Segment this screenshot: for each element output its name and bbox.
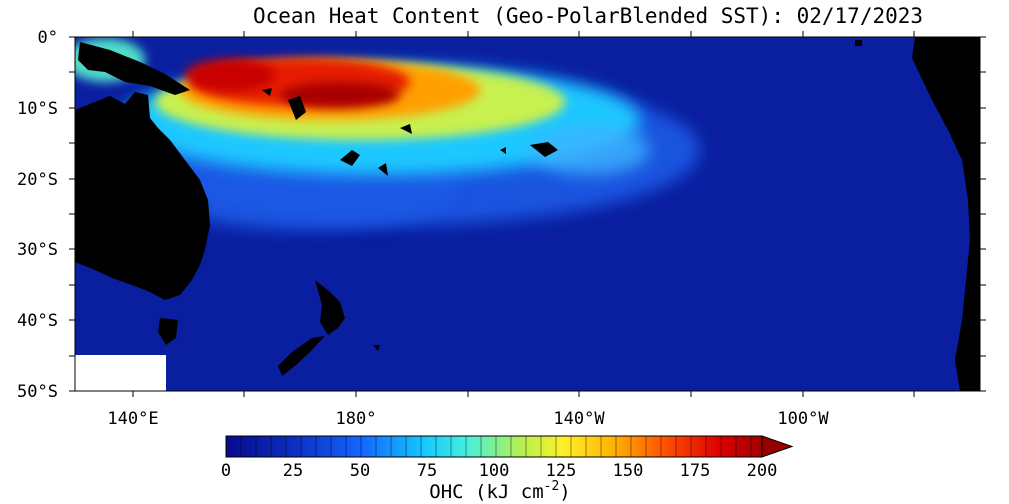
units-text: OHC (kJ cm [429, 481, 543, 503]
lon-label: 180° [336, 409, 377, 429]
colorbar-tick-label: 200 [747, 461, 778, 481]
colorbar [225, 435, 794, 458]
tasmania [158, 318, 178, 345]
colorbar-tick-label: 100 [479, 461, 510, 481]
colorbar-tick-label: 25 [283, 461, 303, 481]
lat-label: 10°S [17, 99, 58, 119]
colorbar-overflow-arrow [761, 435, 794, 458]
lat-label: 30°S [17, 240, 58, 260]
new-zealand-north [315, 280, 345, 335]
colorbar-tick-label: 50 [350, 461, 370, 481]
units-close: ) [559, 481, 570, 503]
units-exponent: -2 [544, 479, 560, 494]
lat-label: 0° [38, 28, 58, 48]
new-guinea [78, 42, 190, 95]
latitude-axis [69, 36, 986, 392]
map-area [75, 37, 980, 391]
south-america-landmass [912, 37, 980, 391]
no-data-region [75, 355, 166, 391]
map-title: Ocean Heat Content (Geo-PolarBlended SST… [253, 4, 923, 28]
colorbar-tick-label: 175 [680, 461, 711, 481]
lat-label: 50°S [17, 382, 58, 402]
lat-label: 40°S [17, 311, 58, 331]
lat-label: 20°S [17, 170, 58, 190]
lon-label: 140°E [107, 409, 158, 429]
pacific-islands [262, 40, 862, 351]
colorbar-tick-label: 0 [221, 461, 231, 481]
colorbar-tick-label: 150 [613, 461, 644, 481]
colorbar-units-label: OHC (kJ cm-2) [429, 479, 571, 503]
lon-label: 100°W [777, 409, 829, 429]
new-zealand-south [278, 336, 325, 376]
colorbar-tick-label: 75 [417, 461, 437, 481]
colorbar-tick-label: 125 [546, 461, 577, 481]
longitude-axis [132, 31, 915, 397]
australia-landmass [75, 92, 210, 300]
lon-label: 140°W [553, 409, 605, 429]
colorbar-gradient [225, 435, 763, 458]
